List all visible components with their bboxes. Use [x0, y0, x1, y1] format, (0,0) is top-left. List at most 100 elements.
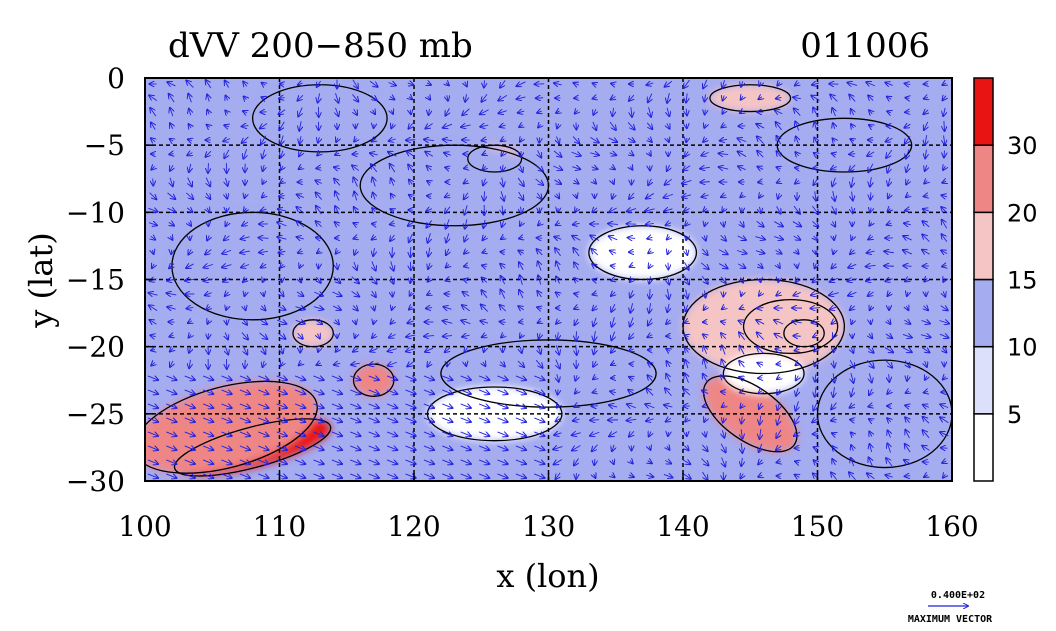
wind-vector: [391, 261, 394, 270]
wind-vector: [813, 401, 817, 411]
wind-vector: [814, 348, 817, 351]
wind-vector: [756, 220, 764, 227]
wind-vector: [207, 125, 210, 128]
wind-vector: [299, 136, 301, 143]
wind-vector: [446, 219, 450, 228]
wind-vector: [442, 460, 452, 464]
wind-vector: [757, 308, 764, 309]
wind-vector: [423, 446, 434, 450]
wind-vector: [612, 444, 614, 451]
wind-vector: [593, 83, 597, 85]
wind-vector: [373, 110, 376, 114]
wind-vector: [759, 443, 762, 452]
wind-vector: [944, 121, 945, 131]
wind-vector: [151, 122, 155, 130]
wind-vector: [294, 418, 305, 422]
wind-vector: [240, 251, 250, 253]
wind-vector: [814, 460, 817, 463]
wind-vector: [166, 418, 176, 422]
wind-vector: [796, 278, 799, 283]
wind-vector: [760, 428, 761, 439]
wind-vector: [480, 125, 489, 127]
wind-vector: [534, 474, 544, 478]
wind-vector: [775, 110, 783, 114]
wind-vector: [386, 446, 397, 450]
wind-vector: [391, 124, 393, 129]
wind-vector: [460, 390, 471, 394]
wind-vector: [298, 83, 303, 85]
wind-vector: [740, 220, 744, 227]
y-tick-label: −15: [66, 264, 125, 297]
wind-vector: [555, 248, 561, 257]
wind-vector: [944, 150, 945, 158]
wind-vector: [368, 390, 379, 394]
wind-vector: [594, 458, 595, 465]
wind-vector: [374, 124, 375, 128]
wind-vector: [649, 432, 651, 437]
wind-vector: [225, 81, 229, 88]
wind-vector: [204, 279, 213, 281]
wind-vector: [686, 138, 687, 142]
wind-vector: [518, 111, 525, 113]
wind-vector: [409, 195, 412, 197]
wind-vector: [295, 307, 305, 310]
y-tick-label: −10: [66, 196, 125, 229]
wind-vector: [258, 238, 269, 239]
wind-vector: [593, 108, 596, 115]
wind-vector: [426, 220, 432, 227]
wind-vector: [515, 432, 526, 436]
wind-vector: [739, 332, 746, 340]
wind-vector: [390, 223, 395, 224]
colorbar-swatch: [973, 211, 994, 281]
wind-vector: [611, 475, 614, 478]
wind-vector: [281, 346, 283, 354]
wind-vector: [721, 321, 726, 322]
wind-vector: [152, 250, 153, 254]
wind-vector: [239, 404, 250, 408]
wind-vector: [612, 317, 615, 327]
wind-vector: [372, 261, 376, 270]
contour-region: [427, 386, 562, 441]
wind-vector: [592, 264, 597, 268]
wind-vector: [722, 345, 725, 355]
wind-vector: [331, 460, 342, 464]
wind-vector: [554, 83, 562, 85]
wind-vector: [556, 194, 559, 199]
wind-vector: [429, 108, 430, 115]
wind-vector: [150, 335, 155, 336]
wind-vector: [667, 93, 669, 103]
wind-vector: [795, 475, 800, 478]
wind-vector: [593, 293, 597, 294]
wind-vector: [170, 108, 173, 117]
wind-vector: [170, 348, 173, 351]
wind-vector: [700, 262, 709, 269]
colorbar-label: 20: [1007, 199, 1038, 227]
wind-vector: [147, 404, 158, 408]
wind-vector: [166, 432, 176, 436]
wind-vector: [814, 137, 816, 142]
wind-vector: [777, 264, 779, 268]
wind-vector: [170, 139, 174, 141]
reference-vector-caption: MAXIMUM VECTOR: [908, 614, 993, 625]
wind-vector: [666, 361, 670, 368]
wind-vector: [296, 292, 303, 296]
wind-vector: [556, 419, 560, 422]
wind-vector: [723, 95, 725, 100]
wind-vector: [705, 290, 706, 297]
wind-vector: [373, 247, 374, 256]
wind-vector: [276, 446, 287, 450]
wind-vector: [647, 335, 652, 338]
wind-vector: [239, 390, 250, 394]
wind-vector: [721, 234, 726, 240]
wind-vector: [814, 447, 818, 449]
wind-vector: [386, 376, 397, 380]
wind-vector: [518, 251, 523, 254]
wind-vector: [410, 277, 411, 283]
wind-vector: [627, 419, 637, 420]
wind-vector: [833, 360, 834, 368]
wind-vector: [741, 443, 742, 453]
wind-vector: [372, 290, 376, 297]
wind-vector: [316, 276, 320, 283]
wind-vector: [353, 177, 357, 187]
wind-vector: [534, 376, 544, 380]
